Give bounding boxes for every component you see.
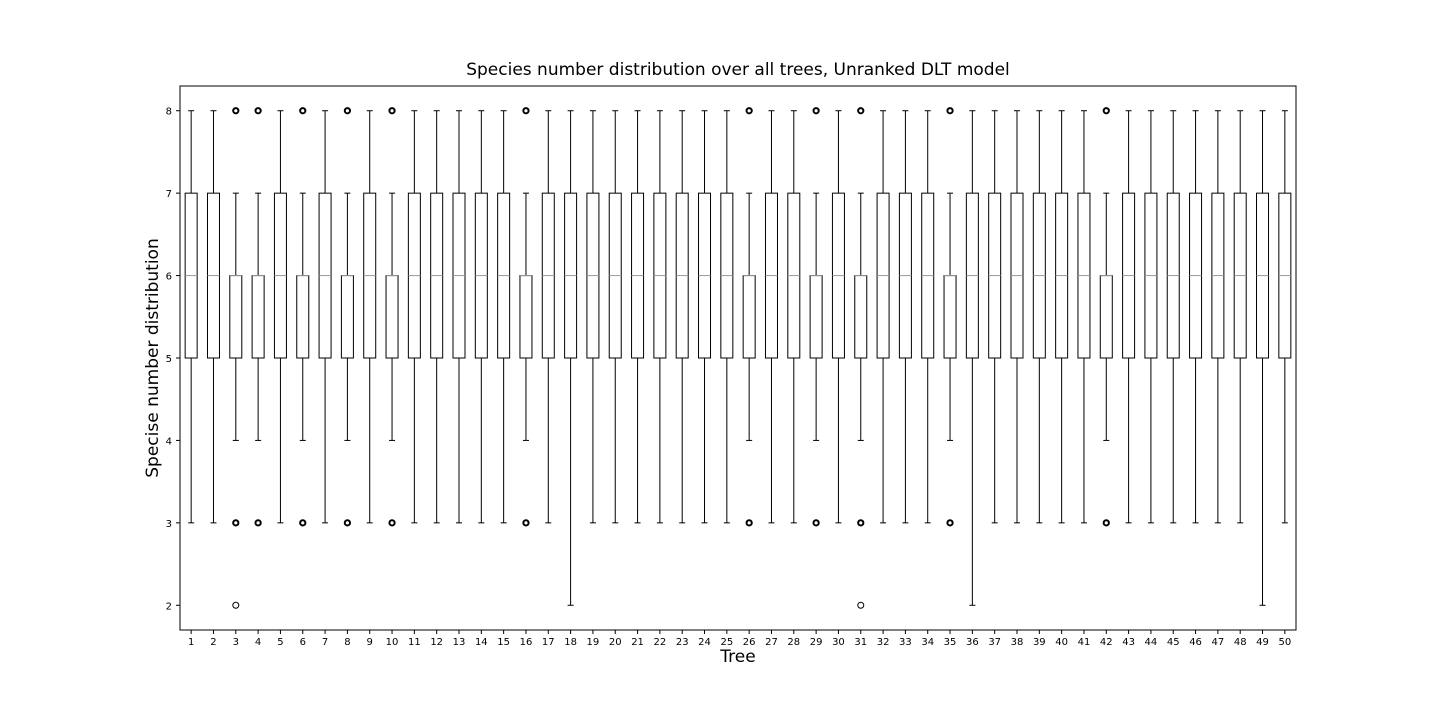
y-tick-label-3: 3 <box>166 519 172 530</box>
x-tick-label-39: 39 <box>1033 637 1046 648</box>
outlier-42-0 <box>1102 107 1110 115</box>
outlier-16-0 <box>522 107 530 115</box>
outlier-42-1 <box>1102 519 1110 527</box>
outlier-29-1 <box>812 519 820 527</box>
x-tick-label-30: 30 <box>832 637 845 648</box>
x-tick-label-1: 1 <box>188 637 194 648</box>
x-tick-label-31: 31 <box>854 637 867 648</box>
box-35 <box>943 275 957 359</box>
outlier-31-0 <box>857 107 865 115</box>
x-tick-label-27: 27 <box>765 637 778 648</box>
y-tick-label-6: 6 <box>166 272 172 283</box>
x-tick-label-32: 32 <box>877 637 890 648</box>
outlier-6-1 <box>299 519 307 527</box>
outlier-3-1 <box>232 519 240 527</box>
x-tick-label-26: 26 <box>743 637 756 648</box>
x-tick-label-41: 41 <box>1078 637 1091 648</box>
outlier-26-0 <box>745 107 753 115</box>
x-tick-label-45: 45 <box>1167 637 1180 648</box>
x-tick-label-23: 23 <box>676 637 689 648</box>
x-tick-label-48: 48 <box>1234 637 1247 648</box>
y-tick-label-8: 8 <box>166 107 172 118</box>
x-tick-label-50: 50 <box>1278 637 1291 648</box>
x-tick-label-40: 40 <box>1055 637 1068 648</box>
x-tick-label-13: 13 <box>453 637 466 648</box>
box-6 <box>296 275 310 359</box>
x-tick-label-42: 42 <box>1100 637 1113 648</box>
x-tick-label-43: 43 <box>1122 637 1135 648</box>
x-tick-label-19: 19 <box>587 637 600 648</box>
x-tick-label-10: 10 <box>386 637 399 648</box>
x-tick-label-44: 44 <box>1145 637 1158 648</box>
box-10 <box>385 275 399 359</box>
x-tick-label-34: 34 <box>921 637 934 648</box>
box-4 <box>251 275 265 359</box>
x-tick-label-3: 3 <box>233 637 239 648</box>
x-tick-label-22: 22 <box>654 637 667 648</box>
x-tick-label-36: 36 <box>966 637 979 648</box>
x-tick-label-38: 38 <box>1011 637 1024 648</box>
x-tick-label-14: 14 <box>475 637 488 648</box>
x-tick-label-29: 29 <box>810 637 823 648</box>
x-tick-label-7: 7 <box>322 637 328 648</box>
box-3 <box>229 275 243 359</box>
x-tick-label-24: 24 <box>698 637 711 648</box>
outlier-35-0 <box>946 107 954 115</box>
y-tick-label-5: 5 <box>166 354 172 365</box>
outlier-10-0 <box>388 107 396 115</box>
x-tick-label-4: 4 <box>255 637 261 648</box>
x-tick-label-20: 20 <box>609 637 622 648</box>
outlier-4-0 <box>254 107 262 115</box>
box-29 <box>809 275 823 359</box>
outlier-31-1 <box>857 519 865 527</box>
box-8 <box>340 275 354 359</box>
outlier-35-1 <box>946 519 954 527</box>
x-tick-label-6: 6 <box>300 637 306 648</box>
outlier-4-1 <box>254 519 262 527</box>
x-axis-label: Tree <box>720 647 756 667</box>
x-tick-label-18: 18 <box>564 637 577 648</box>
x-tick-label-33: 33 <box>899 637 912 648</box>
box-16 <box>519 275 533 359</box>
x-tick-label-8: 8 <box>344 637 350 648</box>
x-tick-label-35: 35 <box>944 637 957 648</box>
x-tick-label-15: 15 <box>497 637 510 648</box>
outlier-8-1 <box>343 519 351 527</box>
x-tick-label-5: 5 <box>277 637 283 648</box>
outlier-26-1 <box>745 519 753 527</box>
outlier-3-0 <box>232 107 240 115</box>
x-tick-label-37: 37 <box>988 637 1001 648</box>
box-42 <box>1099 275 1113 359</box>
x-tick-label-2: 2 <box>210 637 216 648</box>
chart-title: Species number distribution over all tre… <box>466 60 1010 80</box>
outlier-16-1 <box>522 519 530 527</box>
y-tick-label-2: 2 <box>166 601 172 612</box>
outlier-10-1 <box>388 519 396 527</box>
box-26 <box>742 275 756 359</box>
x-tick-label-28: 28 <box>787 637 800 648</box>
outlier-3-2 <box>232 601 240 609</box>
x-tick-label-12: 12 <box>430 637 443 648</box>
outlier-6-0 <box>299 107 307 115</box>
y-tick-label-7: 7 <box>166 189 172 200</box>
outlier-31-2 <box>857 601 865 609</box>
box-31 <box>854 275 868 359</box>
x-tick-label-9: 9 <box>367 637 373 648</box>
x-tick-label-11: 11 <box>408 637 421 648</box>
outlier-29-0 <box>812 107 820 115</box>
outlier-8-0 <box>343 107 351 115</box>
x-tick-label-49: 49 <box>1256 637 1269 648</box>
x-tick-label-25: 25 <box>720 637 733 648</box>
x-tick-label-46: 46 <box>1189 637 1202 648</box>
x-tick-label-17: 17 <box>542 637 555 648</box>
x-tick-label-16: 16 <box>520 637 533 648</box>
x-tick-label-21: 21 <box>631 637 644 648</box>
x-tick-label-47: 47 <box>1212 637 1225 648</box>
y-tick-label-4: 4 <box>166 436 172 447</box>
